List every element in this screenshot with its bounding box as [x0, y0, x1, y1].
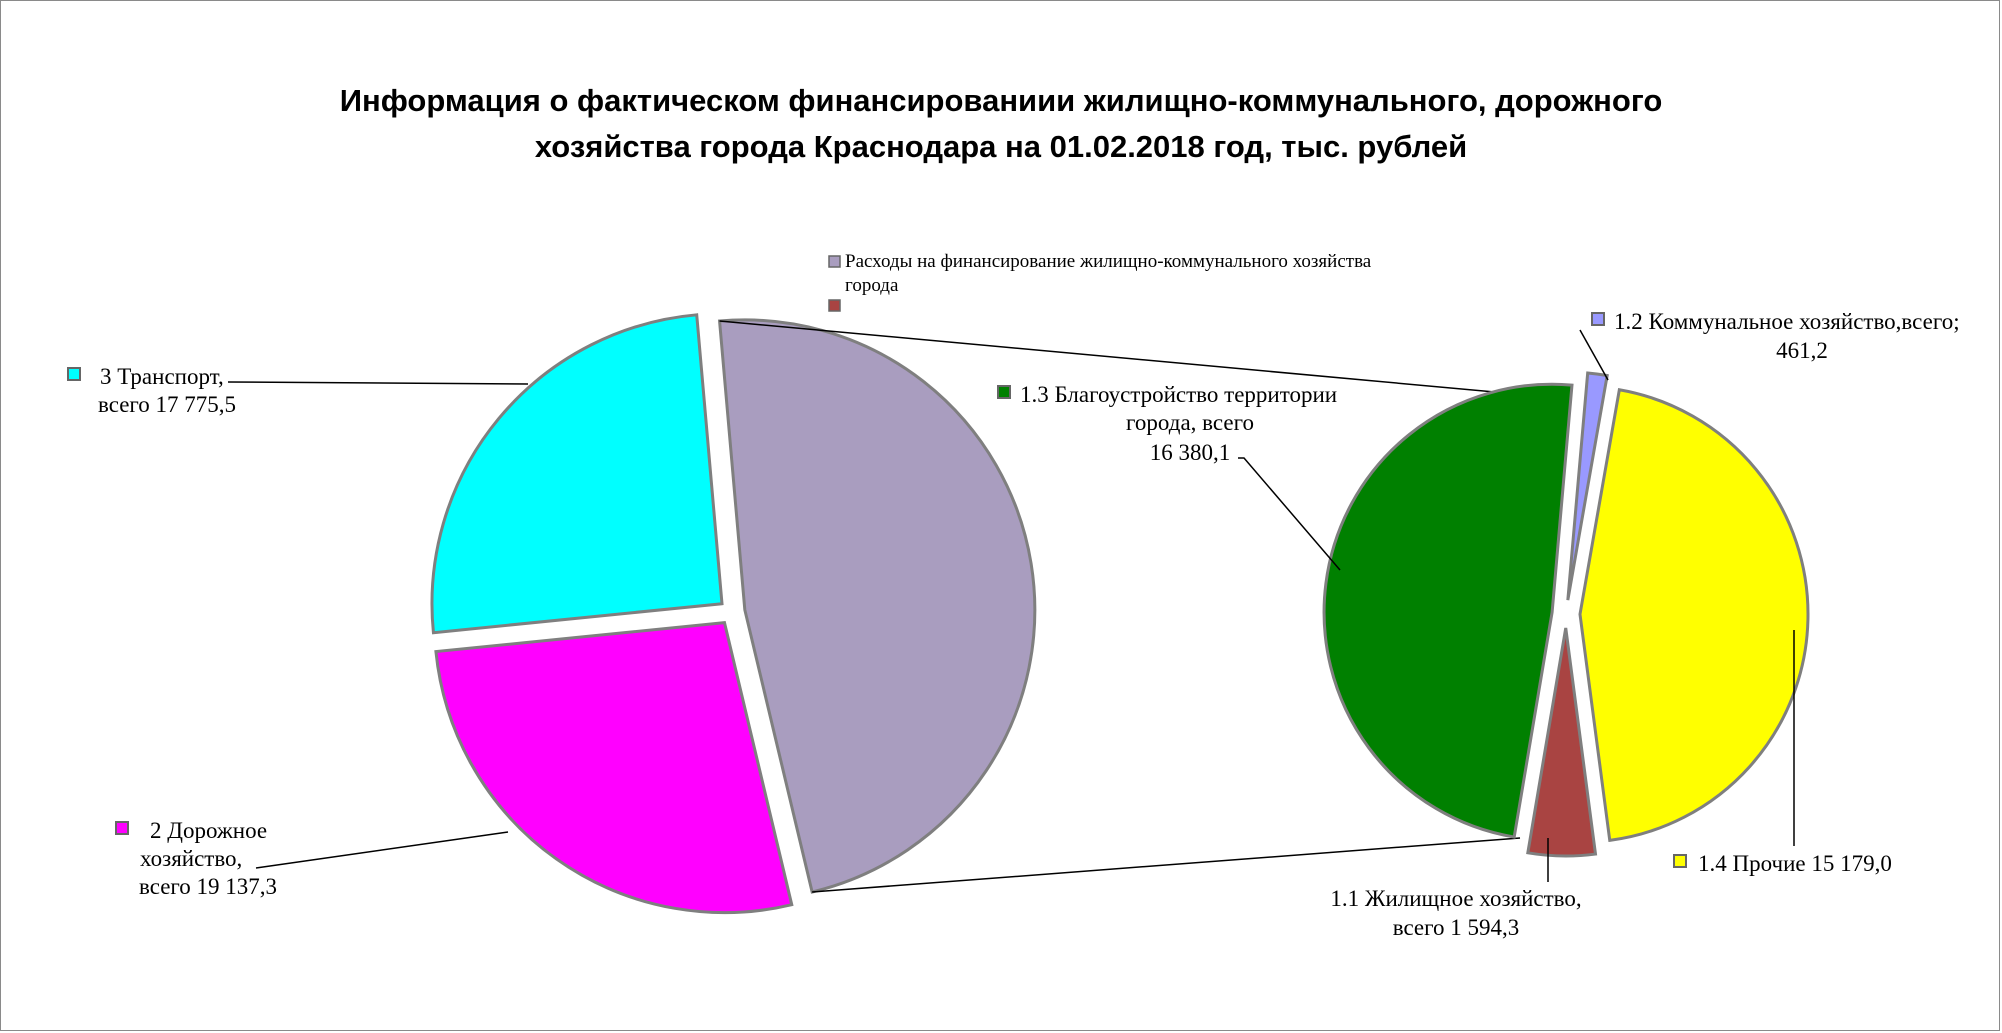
secondary-pie-slice-3 [1322, 382, 1574, 839]
legend-key-communal [1591, 312, 1605, 326]
legend-key-1 [828, 299, 841, 312]
chart-title-line-1: Информация о фактическом финансированиии… [339, 83, 1663, 118]
label-line: всего 17 775,5 [98, 392, 236, 417]
main-pie-slice-2 [430, 313, 724, 635]
label-line: 1.2 Коммунальное хозяйство,всего; [1614, 309, 1960, 334]
label-line: хозяйство, [140, 846, 242, 871]
label-line: 461,2 [1776, 338, 1828, 363]
leader-transport [227, 381, 529, 385]
secondary-pie-slice-2 [1526, 627, 1598, 858]
connector-line-bottom [812, 837, 1521, 893]
secondary-pie-slice-0 [1566, 371, 1609, 601]
chart-title: Информация о фактическом финансированиии… [0, 78, 2002, 170]
label-line: города, всего [1126, 410, 1254, 435]
label-line: 1.3 Благоустройство территории [1020, 382, 1337, 407]
label-line: всего 1 594,3 [1393, 915, 1520, 940]
legend-key-road [115, 821, 129, 835]
main-pie-slice-0 [717, 318, 1037, 894]
legend-key-other [1673, 854, 1687, 868]
label-line: 16 380,1 [1150, 440, 1231, 465]
leader-communal [1579, 329, 1609, 381]
label-line: всего 19 137,3 [139, 874, 277, 899]
legend-key-transport [67, 367, 81, 381]
main-pie-slice-1 [434, 620, 794, 915]
legend-label: города [845, 275, 899, 296]
connector-line-top [719, 320, 1561, 399]
label-line: 1.4 Прочие 15 179,0 [1698, 851, 1892, 876]
legend-label: Расходы на финансирование жилищно-коммун… [845, 251, 1372, 272]
legend-key-improvement [997, 385, 1011, 399]
chart-title-line-2: хозяйства города Краснодара на 01.02.201… [534, 129, 1468, 164]
secondary-pie-slice-1 [1578, 387, 1810, 843]
leader-improvement [1238, 457, 1341, 571]
label-line: 1.1 Жилищное хозяйство, [1330, 886, 1581, 911]
leader-road [255, 831, 509, 869]
label-line: 2 Дорожное [150, 818, 267, 843]
label-line: 3 Транспорт, [100, 364, 224, 389]
legend-key-0 [828, 255, 841, 268]
